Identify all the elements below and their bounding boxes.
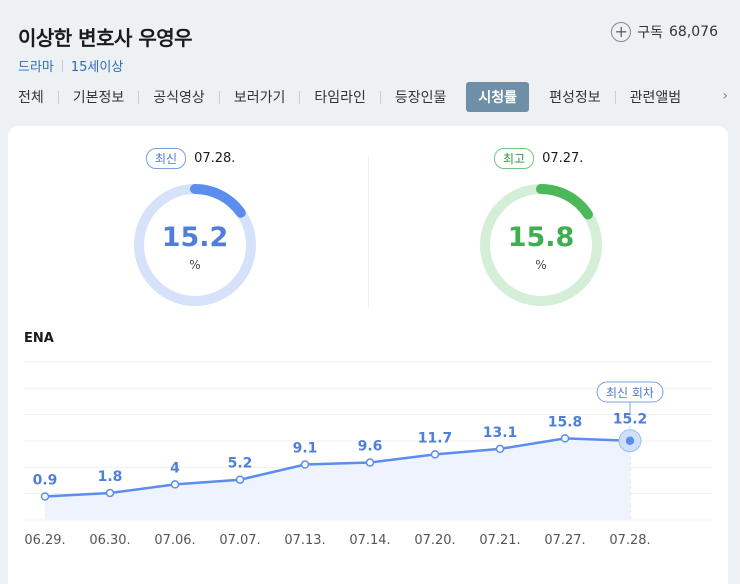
- x-tick-label: 06.29.: [24, 533, 65, 548]
- series-line: [44, 437, 631, 498]
- latest-header: 최신 07.28.: [146, 148, 235, 169]
- subscribe-label: 구독: [637, 25, 663, 41]
- x-tick-label: 07.13.: [284, 533, 325, 548]
- latest-gauge: 15.2 %: [130, 180, 260, 310]
- age-rating: 15세이상: [70, 60, 124, 75]
- data-point: [170, 480, 180, 489]
- data-label: 9.1: [293, 441, 318, 457]
- tab-2[interactable]: 공식영상: [153, 90, 205, 106]
- x-tick-label: 07.27.: [544, 533, 585, 548]
- tab-0[interactable]: 전체: [18, 90, 44, 106]
- data-label: 15.8: [548, 414, 583, 430]
- highest-value: 15.8: [507, 222, 575, 253]
- x-tick-label: 06.30.: [89, 533, 130, 548]
- latest-unit: %: [189, 258, 201, 272]
- network-label: ENA: [24, 331, 54, 346]
- subscriber-count: 68,076: [669, 24, 718, 40]
- tab-4[interactable]: 타임라인: [314, 90, 366, 106]
- latest-value: 15.2: [161, 222, 229, 253]
- latest-gauge-ring: [134, 184, 256, 306]
- latest-badge: 최신: [146, 148, 187, 169]
- data-label: 4: [170, 460, 180, 476]
- x-tick-label: 07.21.: [479, 533, 520, 548]
- genre-link[interactable]: 드라마: [18, 60, 54, 75]
- rating-card: 최신 07.28. 15.2 % 최고 07.27. 15.8 % ENA 0.…: [8, 126, 728, 584]
- data-label: 0.9: [33, 472, 58, 488]
- plus-icon: +: [611, 22, 632, 42]
- x-tick-label: 07.06.: [154, 533, 195, 548]
- subscribe-button[interactable]: + 구독 68,076: [611, 22, 718, 42]
- tab-7[interactable]: 편성정보: [549, 90, 601, 106]
- program-title: 이상한 변호사 우영우: [18, 26, 193, 50]
- program-meta: 드라마 15세이상: [18, 56, 123, 75]
- series-area: [45, 438, 630, 520]
- data-point: [40, 492, 50, 501]
- data-point: [105, 488, 115, 498]
- highest-header: 최고 07.27.: [494, 148, 583, 169]
- rating-line-chart: 0.9 06.29. 1.8 06.30. 4 07.06. 5.2 07.07. 9.1 07.…: [24, 361, 712, 548]
- x-tick-label: 07.14.: [349, 533, 390, 548]
- tab-divider: [218, 90, 220, 104]
- divider: [368, 156, 369, 308]
- data-point: [235, 475, 245, 484]
- tab-divider: [299, 90, 301, 104]
- tab-bar: 전체 기본정보 공식영상 보러가기 타임라인 등장인물 시청률 편성정보 관련앨범 ›: [0, 82, 740, 112]
- data-label: 5.2: [228, 456, 253, 472]
- tab-divider: [379, 90, 381, 104]
- x-tick-label: 07.20.: [414, 533, 455, 548]
- data-point: [560, 434, 570, 443]
- data-label: 9.6: [358, 439, 383, 455]
- latest-date: 07.28.: [194, 151, 236, 166]
- highest-date: 07.27.: [542, 151, 584, 166]
- data-point: [300, 460, 310, 469]
- tab-6[interactable]: 시청률: [466, 82, 530, 112]
- tab-5[interactable]: 등장인물: [394, 90, 447, 106]
- tab-8[interactable]: 관련앨범: [629, 90, 682, 106]
- annotation-label: 최신 회차: [606, 386, 654, 400]
- tab-divider: [138, 90, 140, 104]
- data-label: 11.7: [418, 430, 453, 446]
- chevron-right-icon[interactable]: ›: [722, 88, 728, 104]
- x-tick-label: 07.28.: [609, 533, 650, 548]
- data-label: 13.1: [483, 425, 518, 441]
- data-label: 15.2: [613, 412, 648, 428]
- tab-divider: [57, 90, 59, 104]
- tab-1[interactable]: 기본정보: [72, 90, 125, 106]
- data-point: [495, 444, 505, 454]
- tab-3[interactable]: 보러가기: [233, 90, 286, 106]
- highest-gauge-ring: [480, 184, 602, 306]
- tab-divider: [614, 90, 616, 104]
- data-label: 1.8: [98, 469, 123, 485]
- data-point: [430, 450, 440, 459]
- highest-badge: 최고: [494, 148, 535, 169]
- meta-divider: [61, 59, 63, 72]
- data-point: [625, 436, 635, 445]
- highest-unit: %: [535, 258, 547, 272]
- highest-gauge: 15.8 %: [476, 180, 606, 310]
- data-point: [365, 458, 375, 467]
- x-tick-label: 07.07.: [219, 533, 260, 548]
